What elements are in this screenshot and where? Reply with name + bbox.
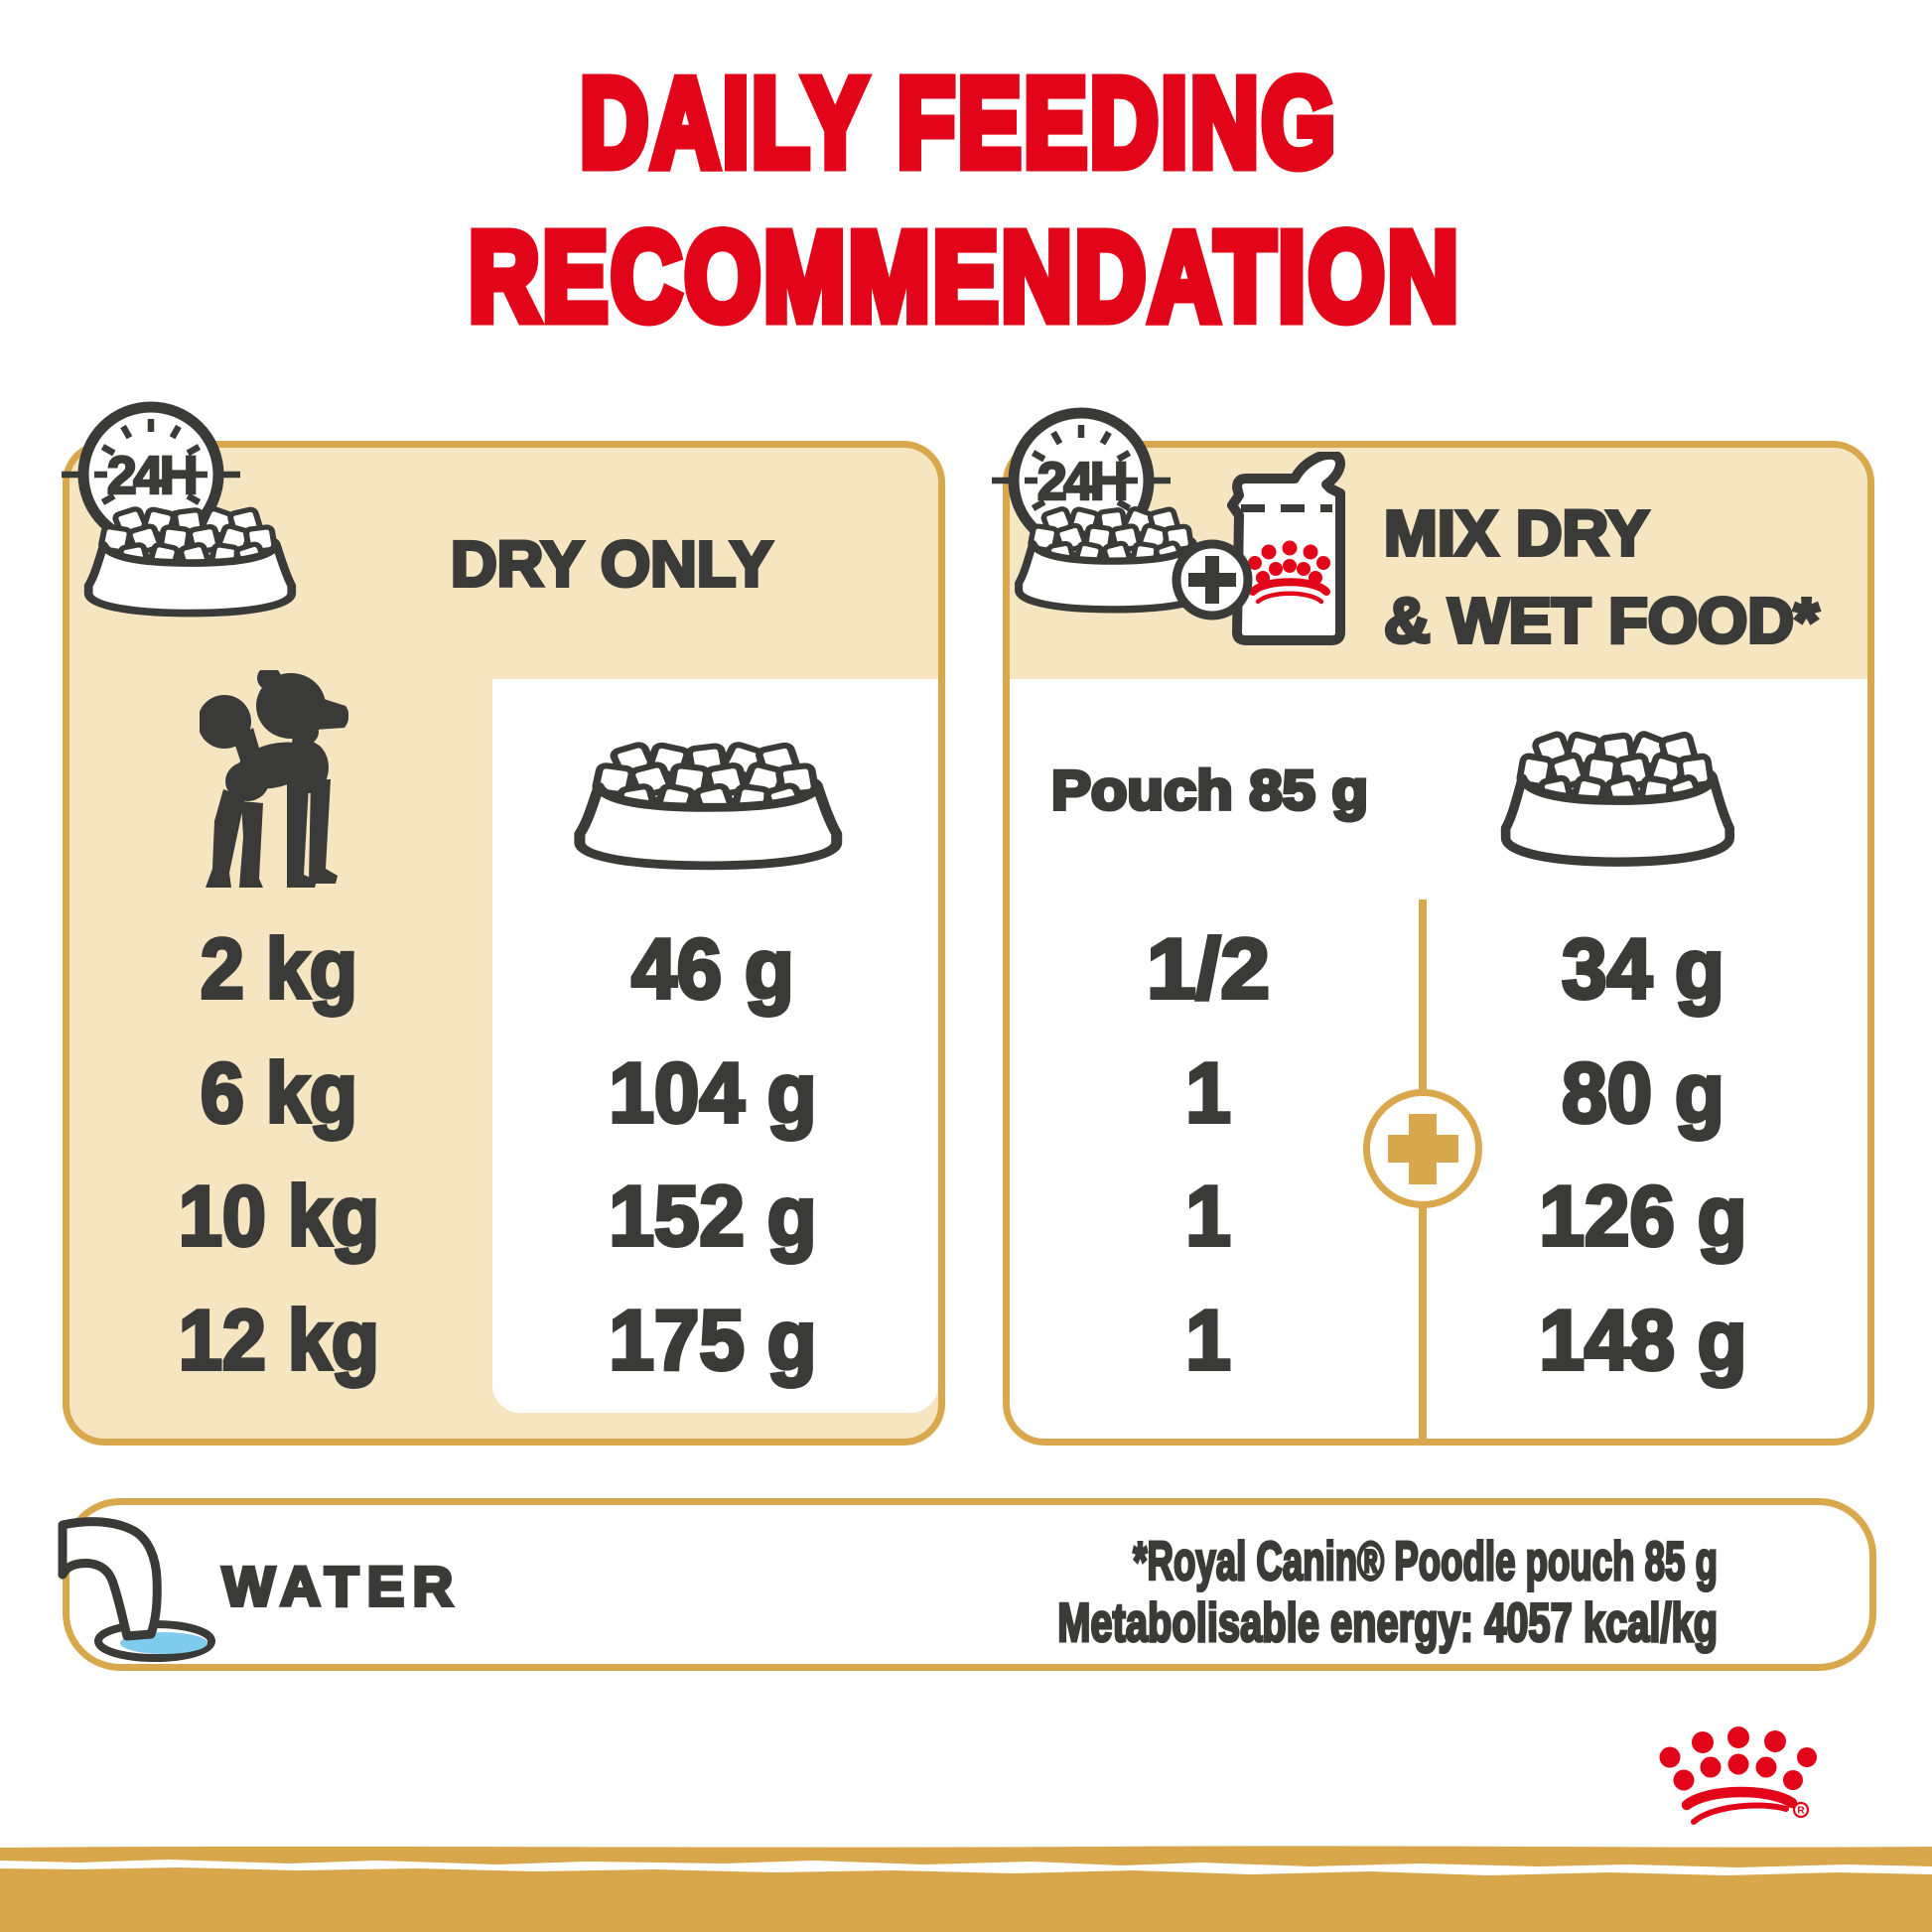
svg-text:24H: 24H (107, 446, 196, 505)
svg-text:R: R (1797, 1805, 1805, 1816)
